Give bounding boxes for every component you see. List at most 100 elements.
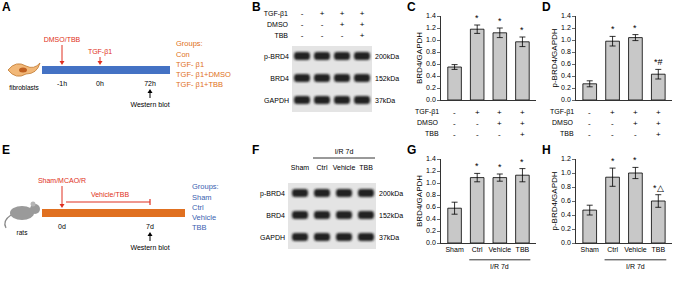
svg-text:Vehicle: Vehicle [333, 164, 356, 171]
svg-text:200kDa: 200kDa [375, 53, 399, 60]
svg-text:GAPDH: GAPDH [260, 234, 285, 241]
svg-text:Groups:: Groups: [192, 182, 219, 191]
svg-text:BRD4/GAPDH: BRD4/GAPDH [415, 32, 424, 84]
svg-text:0.8: 0.8 [426, 48, 436, 55]
svg-text:-: - [453, 119, 456, 128]
svg-text:TGF-β1: TGF-β1 [415, 108, 439, 116]
svg-text:0.8: 0.8 [561, 183, 571, 190]
svg-text:Ctrl: Ctrl [607, 246, 618, 253]
svg-text:0d: 0d [58, 223, 66, 230]
svg-text:TBB: TBB [560, 130, 574, 137]
svg-text:-: - [476, 130, 479, 139]
svg-text:-: - [498, 130, 501, 139]
svg-text:*: * [520, 157, 524, 167]
svg-text:-: - [588, 108, 591, 117]
svg-text:+: + [475, 108, 480, 117]
svg-text:TGF-β1: TGF-β1 [550, 108, 574, 116]
svg-text:BRD4/GAPDH: BRD4/GAPDH [415, 175, 424, 227]
svg-text:+: + [497, 119, 502, 128]
svg-text:TGF-β1: TGF-β1 [88, 48, 112, 56]
svg-text:1.2: 1.2 [561, 24, 571, 31]
svg-text:0.0: 0.0 [561, 96, 571, 103]
svg-text:*: * [611, 24, 615, 34]
svg-text:37kDa: 37kDa [379, 234, 399, 241]
svg-text:+: + [633, 108, 638, 117]
svg-text:1.2: 1.2 [561, 155, 571, 162]
svg-text:Con: Con [176, 50, 190, 59]
svg-text:-: - [476, 119, 479, 128]
svg-text:*: * [520, 25, 524, 35]
svg-text:1.4: 1.4 [426, 155, 436, 162]
svg-text:Sham: Sham [291, 164, 309, 171]
svg-text:+: + [340, 20, 345, 29]
svg-text:1.0: 1.0 [561, 36, 571, 43]
svg-text:0.6: 0.6 [561, 60, 571, 67]
svg-text:TBB: TBB [516, 246, 530, 253]
svg-text:0.0: 0.0 [426, 96, 436, 103]
svg-text:0.6: 0.6 [426, 203, 436, 210]
svg-text:TBB: TBB [192, 223, 207, 232]
svg-text:+: + [656, 108, 661, 117]
svg-text:-: - [453, 130, 456, 139]
svg-text:152kDa: 152kDa [375, 75, 399, 82]
svg-text:Vehicle: Vehicle [489, 246, 512, 253]
svg-text:*: * [611, 156, 615, 166]
svg-text:rats: rats [17, 229, 29, 236]
svg-text:*#: *# [654, 57, 663, 67]
svg-text:+: + [360, 31, 365, 40]
svg-text:TGF- β1+DMSO: TGF- β1+DMSO [176, 70, 231, 79]
svg-text:-: - [588, 130, 591, 139]
svg-text:0.4: 0.4 [561, 211, 571, 218]
svg-text:Vehicle: Vehicle [192, 213, 216, 222]
svg-text:-: - [301, 20, 304, 29]
svg-text:*: * [633, 23, 637, 33]
svg-text:BRD4: BRD4 [270, 75, 289, 82]
svg-text:+: + [497, 108, 502, 117]
svg-text:Vehicle/TBB: Vehicle/TBB [91, 191, 129, 198]
svg-text:1.0: 1.0 [426, 36, 436, 43]
svg-text:-: - [453, 108, 456, 117]
svg-text:TGF-β1: TGF-β1 [264, 10, 288, 18]
svg-text:TBB: TBB [651, 246, 665, 253]
svg-text:+: + [656, 130, 661, 139]
svg-text:Sham: Sham [192, 193, 212, 202]
svg-text:+: + [520, 119, 525, 128]
svg-text:1.2: 1.2 [426, 167, 436, 174]
svg-text:+: + [360, 20, 365, 29]
svg-text:I/R 7d: I/R 7d [626, 263, 645, 270]
svg-text:+: + [360, 9, 365, 18]
svg-text:*: * [475, 13, 479, 23]
svg-text:37kDa: 37kDa [375, 97, 395, 104]
svg-text:0.0: 0.0 [426, 239, 436, 246]
svg-text:0.2: 0.2 [561, 84, 571, 91]
svg-text:DMSO: DMSO [552, 119, 574, 126]
svg-text:TGF- β1+TBB: TGF- β1+TBB [176, 80, 223, 89]
svg-text:-: - [321, 20, 324, 29]
svg-text:1.2: 1.2 [426, 24, 436, 31]
svg-text:p-BRD4: p-BRD4 [260, 190, 285, 198]
svg-text:0.6: 0.6 [561, 197, 571, 204]
svg-text:+: + [520, 108, 525, 117]
svg-text:0.6: 0.6 [426, 60, 436, 67]
svg-text:200kDa: 200kDa [379, 190, 403, 197]
svg-text:7d: 7d [146, 223, 154, 230]
svg-text:I/R 7d: I/R 7d [335, 148, 354, 155]
svg-text:Sham: Sham [581, 246, 599, 253]
svg-text:Vehicle: Vehicle [624, 246, 647, 253]
svg-text:+: + [610, 108, 615, 117]
svg-text:0.8: 0.8 [561, 48, 571, 55]
svg-text:+: + [656, 119, 661, 128]
svg-text:0.4: 0.4 [426, 215, 436, 222]
svg-text:0.8: 0.8 [426, 191, 436, 198]
svg-text:TBB: TBB [359, 164, 373, 171]
svg-text:Groups:: Groups: [176, 39, 203, 48]
svg-text:*: * [633, 155, 637, 165]
svg-text:-: - [341, 31, 344, 40]
svg-text:DMSO: DMSO [417, 119, 439, 126]
svg-text:BRD4: BRD4 [266, 212, 285, 219]
svg-text:I/R 7d: I/R 7d [490, 263, 509, 270]
svg-text:TGF- β1: TGF- β1 [176, 60, 204, 69]
svg-text:-: - [634, 130, 637, 139]
svg-text:p-BRD4: p-BRD4 [264, 53, 289, 61]
svg-text:*△: *△ [653, 183, 664, 193]
